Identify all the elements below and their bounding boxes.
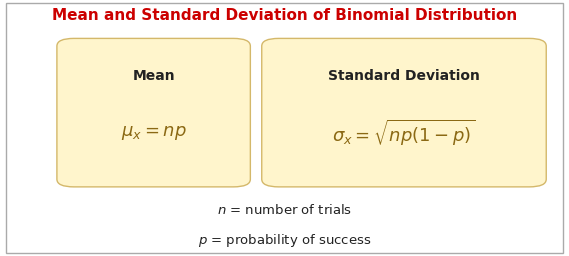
Text: Mean and Standard Deviation of Binomial Distribution: Mean and Standard Deviation of Binomial … (52, 8, 517, 23)
FancyBboxPatch shape (262, 38, 546, 187)
Text: Standard Deviation: Standard Deviation (328, 69, 480, 83)
Text: $p$ = probability of success: $p$ = probability of success (198, 232, 371, 249)
FancyBboxPatch shape (57, 38, 250, 187)
Text: $\mu_x = np$: $\mu_x = np$ (121, 124, 187, 142)
Text: $\sigma_x = \sqrt{np(1-p)}$: $\sigma_x = \sqrt{np(1-p)}$ (332, 118, 476, 148)
Text: $n$ = number of trials: $n$ = number of trials (217, 203, 352, 217)
Text: Mean: Mean (133, 69, 175, 83)
